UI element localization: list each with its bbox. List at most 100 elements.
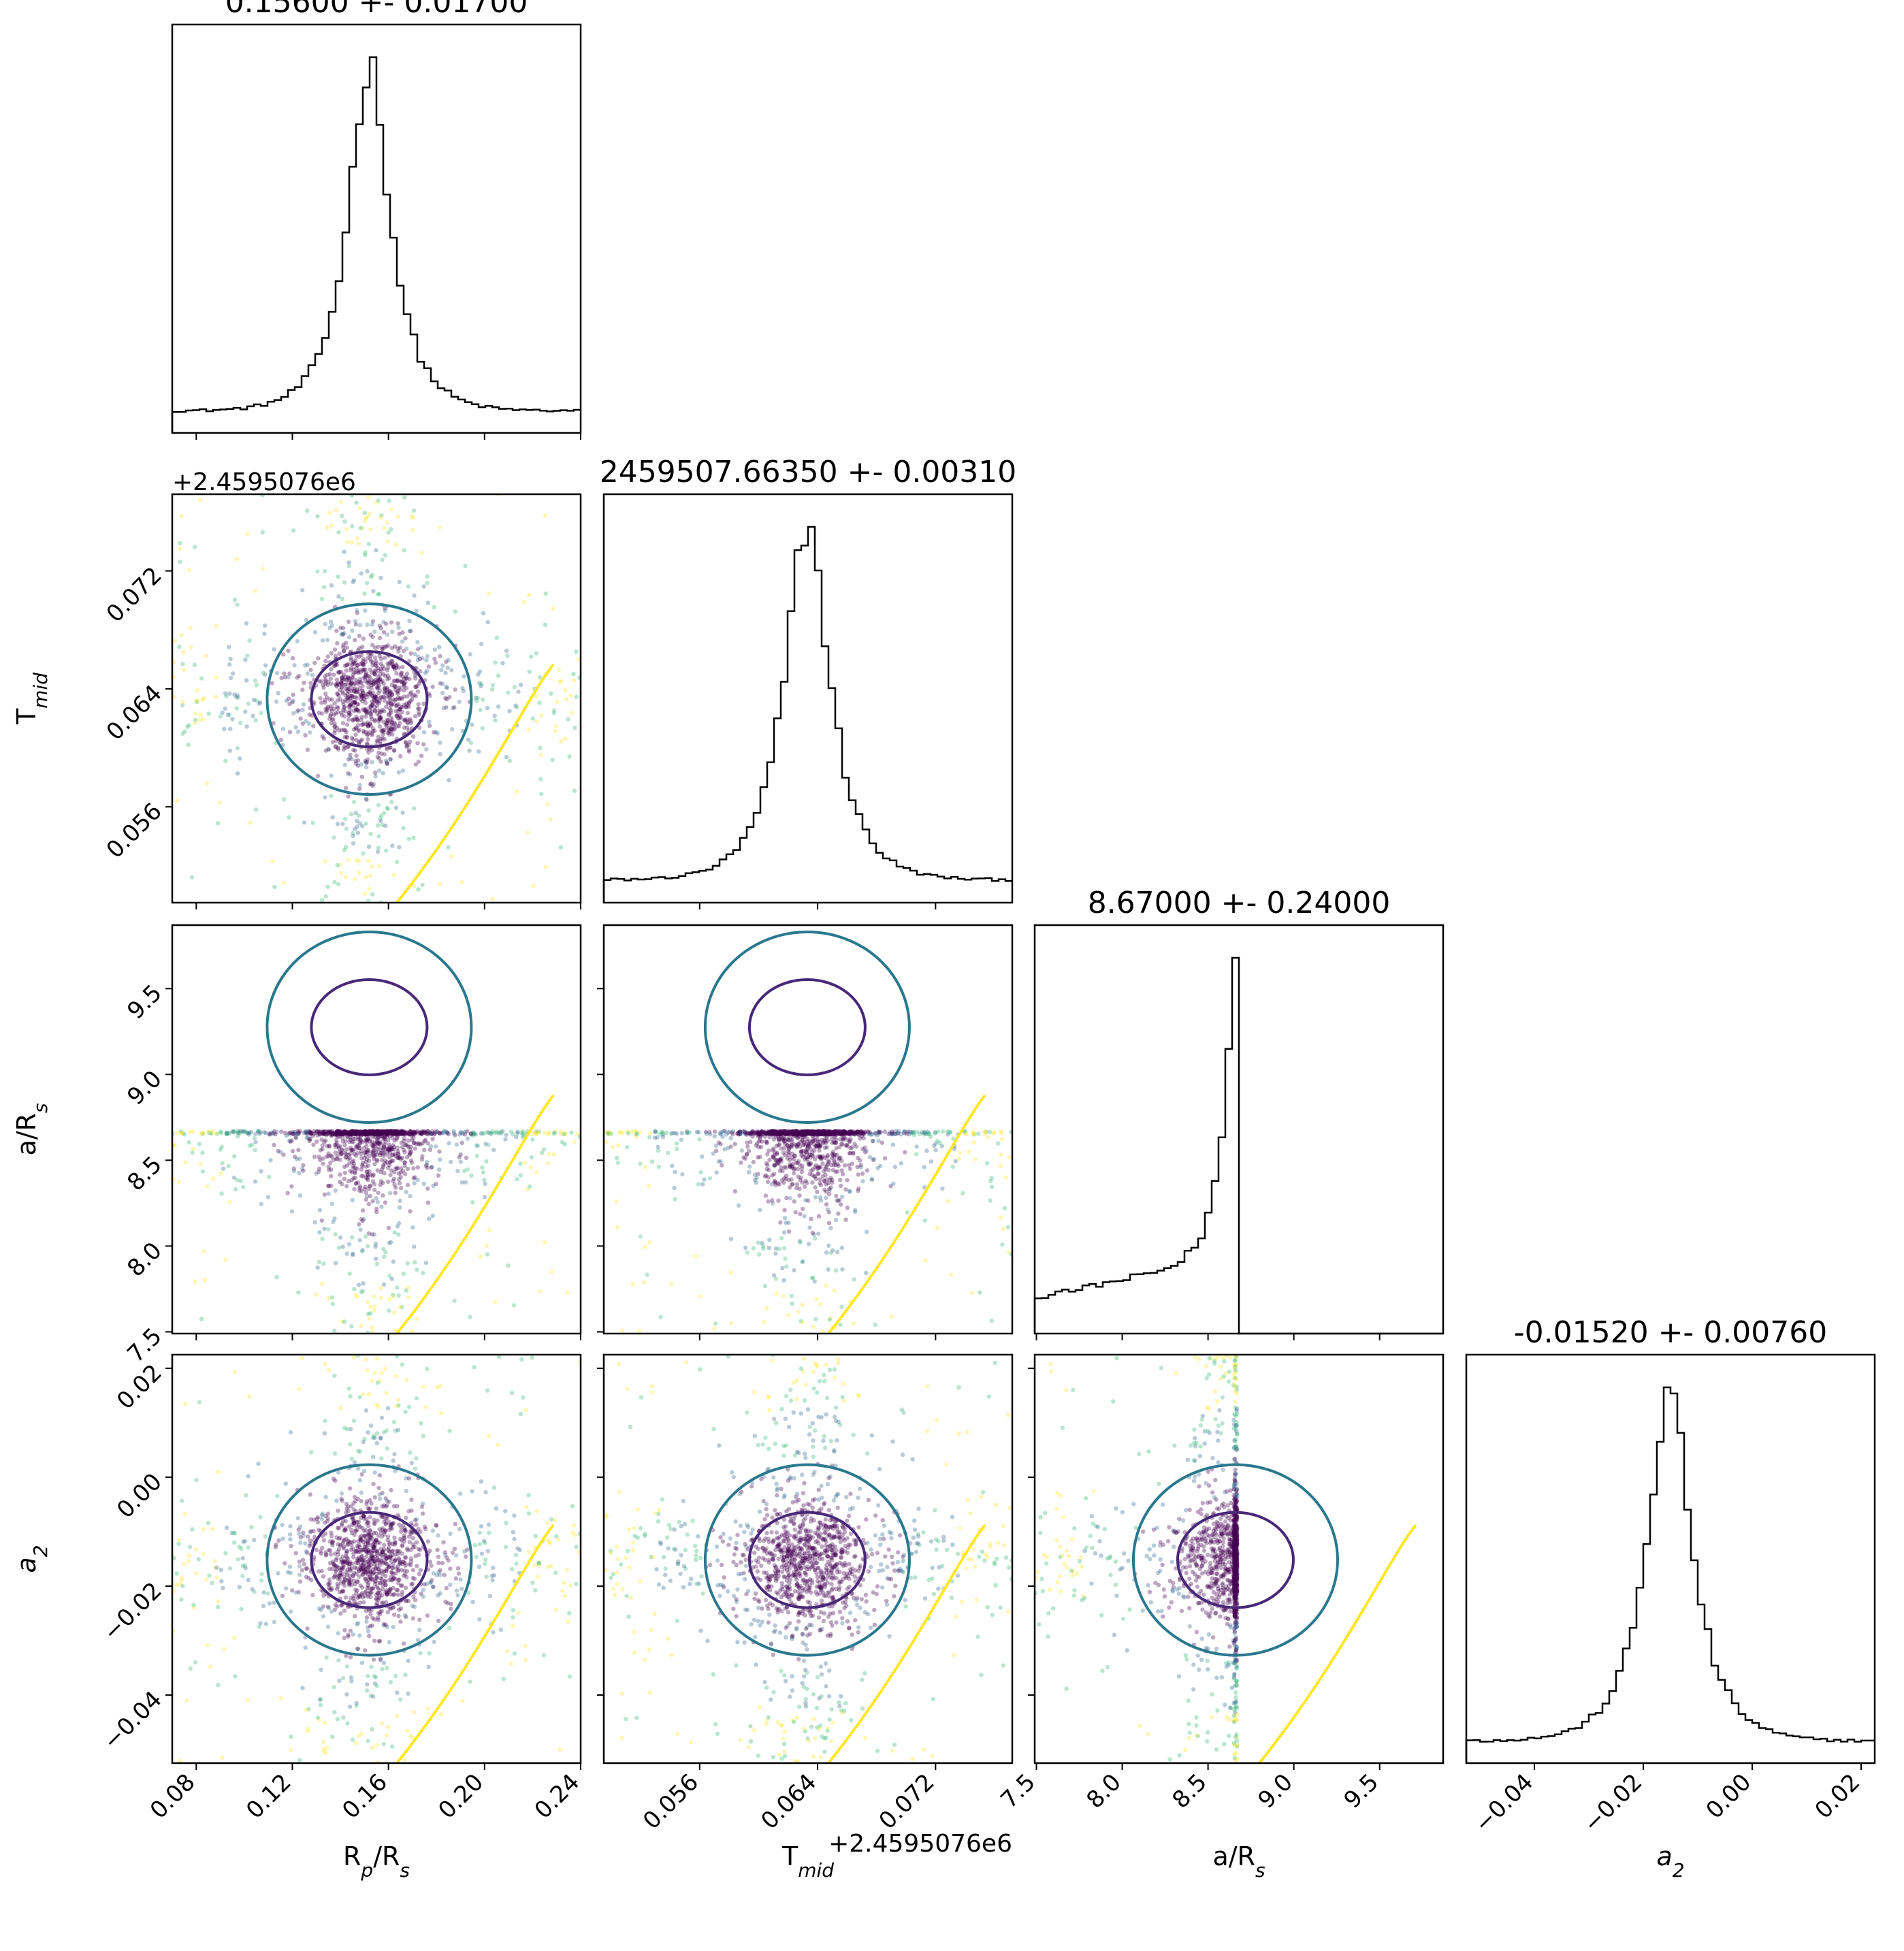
- sample-point: [364, 1150, 370, 1155]
- sample-point: [458, 1491, 463, 1496]
- sample-point: [404, 743, 410, 748]
- sample-point: [366, 899, 371, 903]
- sample-point: [406, 1131, 412, 1137]
- sample-point: [379, 1129, 385, 1134]
- sample-point: [745, 1144, 750, 1149]
- sample-point: [332, 880, 337, 885]
- sample-point: [397, 579, 402, 585]
- sample-point: [381, 1130, 385, 1135]
- sample-point: [345, 1561, 350, 1566]
- sample-point: [366, 681, 372, 686]
- sample-point: [214, 1131, 219, 1136]
- sample-point: [815, 1131, 820, 1136]
- sample-point: [360, 1131, 365, 1136]
- sample-point: [304, 1550, 310, 1555]
- sample-point: [771, 1155, 777, 1161]
- sample-point: [370, 1553, 374, 1558]
- sample-point: [779, 1146, 784, 1151]
- sample-point: [822, 1138, 827, 1142]
- sample-point: [820, 1130, 824, 1135]
- sample-point: [858, 1130, 863, 1135]
- sample-point: [417, 707, 421, 711]
- sample-point: [781, 1138, 786, 1143]
- sample-point: [423, 671, 428, 675]
- sample-point: [411, 1131, 416, 1135]
- sample-point: [329, 704, 334, 709]
- sample-point: [342, 705, 346, 711]
- sample-point: [398, 1583, 404, 1588]
- sample-point: [376, 592, 381, 597]
- sample-point: [889, 1132, 894, 1137]
- sample-point: [268, 1158, 273, 1163]
- sample-point: [389, 692, 395, 697]
- sample-point: [828, 1130, 833, 1135]
- sample-point: [801, 1141, 807, 1146]
- sample-point: [792, 1129, 796, 1134]
- sample-point: [842, 1129, 847, 1134]
- sample-point: [291, 1166, 296, 1171]
- sample-point: [330, 1131, 335, 1136]
- sample-point: [365, 1150, 370, 1155]
- sample-point: [287, 696, 291, 701]
- sample-point: [219, 1131, 224, 1135]
- sample-point: [359, 692, 364, 697]
- sample-point: [765, 1163, 770, 1167]
- sample-point: [807, 1225, 812, 1230]
- sample-point: [244, 678, 249, 683]
- sample-point: [806, 1129, 811, 1135]
- sample-point: [391, 1130, 396, 1135]
- sample-point: [363, 1131, 368, 1135]
- sample-point: [353, 1130, 357, 1135]
- sample-point: [326, 1164, 331, 1169]
- sample-point: [240, 1556, 245, 1561]
- sample-point: [381, 672, 386, 677]
- sample-point: [352, 1130, 357, 1135]
- sample-point: [824, 1129, 830, 1134]
- sample-point: [402, 1150, 407, 1155]
- sample-point: [416, 1141, 421, 1146]
- sample-point: [365, 1131, 370, 1135]
- sample-point: [325, 708, 329, 713]
- sample-point: [374, 1431, 380, 1436]
- sample-point: [315, 773, 321, 779]
- sample-point: [404, 1489, 408, 1494]
- sample-point: [288, 1532, 293, 1537]
- sample-point: [400, 1132, 404, 1137]
- sample-point: [405, 703, 410, 708]
- sample-point: [344, 1147, 349, 1152]
- sample-point: [336, 747, 341, 752]
- sample-point: [343, 682, 349, 687]
- sample-point: [847, 1129, 852, 1135]
- sample-point: [353, 1144, 359, 1149]
- sample-point: [694, 1129, 700, 1135]
- sample-point: [788, 1131, 793, 1135]
- sample-point: [331, 1130, 336, 1135]
- sample-point: [377, 1594, 382, 1598]
- sample-point: [382, 1144, 387, 1149]
- sample-point: [386, 1129, 391, 1135]
- sample-point: [383, 1129, 388, 1135]
- sample-point: [401, 684, 406, 689]
- sample-point: [777, 1246, 782, 1251]
- sample-point: [799, 1129, 804, 1134]
- sample-point: [816, 1131, 821, 1137]
- sample-point: [425, 1613, 430, 1618]
- sample-point: [388, 698, 393, 703]
- sample-point: [438, 1573, 442, 1577]
- sample-point: [832, 1159, 837, 1163]
- sample-point: [323, 1494, 328, 1500]
- sample-point: [832, 1129, 837, 1134]
- sample-point: [822, 1140, 826, 1145]
- sample-point: [360, 1248, 365, 1253]
- sample-point: [802, 1184, 807, 1189]
- sample-point: [316, 1129, 321, 1134]
- sample-point: [835, 1199, 841, 1204]
- sample-point: [790, 1137, 794, 1142]
- sample-point: [198, 498, 203, 502]
- sample-point: [384, 1131, 389, 1136]
- sample-point: [417, 668, 423, 674]
- sample-point: [831, 1131, 836, 1136]
- sample-point: [802, 1131, 807, 1137]
- sample-point: [363, 675, 368, 680]
